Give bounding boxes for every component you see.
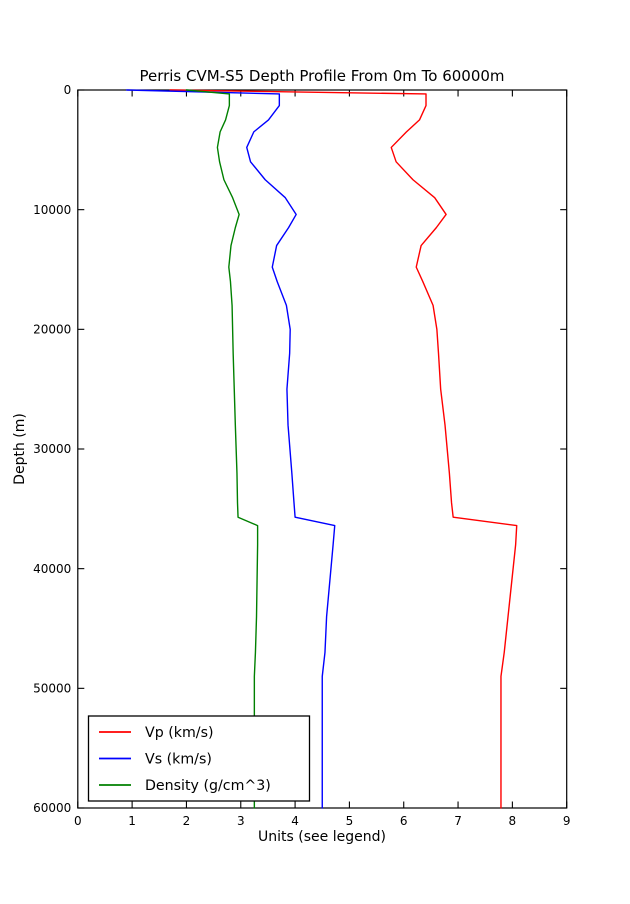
- y-axis-label: Depth (m): [12, 413, 28, 485]
- y-tick-label: 30000: [33, 442, 71, 456]
- legend-label: Density (g/cm^3): [145, 778, 271, 794]
- y-tick-label: 40000: [33, 562, 71, 576]
- y-tick-label: 10000: [33, 203, 71, 217]
- vs-line: [125, 89, 336, 809]
- legend-label: Vp (km/s): [145, 725, 214, 741]
- x-tick-label: 8: [509, 814, 517, 828]
- y-tick-label: 50000: [33, 682, 71, 696]
- x-tick-label: 3: [237, 814, 245, 828]
- x-tick-label: 1: [128, 814, 136, 828]
- legend-label: Vs (km/s): [145, 752, 212, 768]
- y-tick-label: 0: [64, 83, 72, 97]
- y-tick-label: 20000: [33, 323, 71, 337]
- x-axis-label: Units (see legend): [258, 829, 386, 845]
- density-line: [185, 89, 259, 809]
- x-tick-label: 6: [400, 814, 408, 828]
- x-tick-label: 0: [74, 814, 82, 828]
- x-tick-label: 7: [454, 814, 462, 828]
- x-tick-label: 4: [291, 814, 299, 828]
- chart-title: Perris CVM-S5 Depth Profile From 0m To 6…: [139, 67, 504, 85]
- y-tick-label: 60000: [33, 801, 71, 815]
- x-tick-label: 2: [183, 814, 191, 828]
- data-series: [125, 89, 518, 809]
- vp-line: [169, 89, 518, 809]
- x-tick-label: 9: [563, 814, 571, 828]
- legend: Vp (km/s) Vs (km/s) Density (g/cm^3): [87, 715, 311, 802]
- x-tick-label: 5: [346, 814, 354, 828]
